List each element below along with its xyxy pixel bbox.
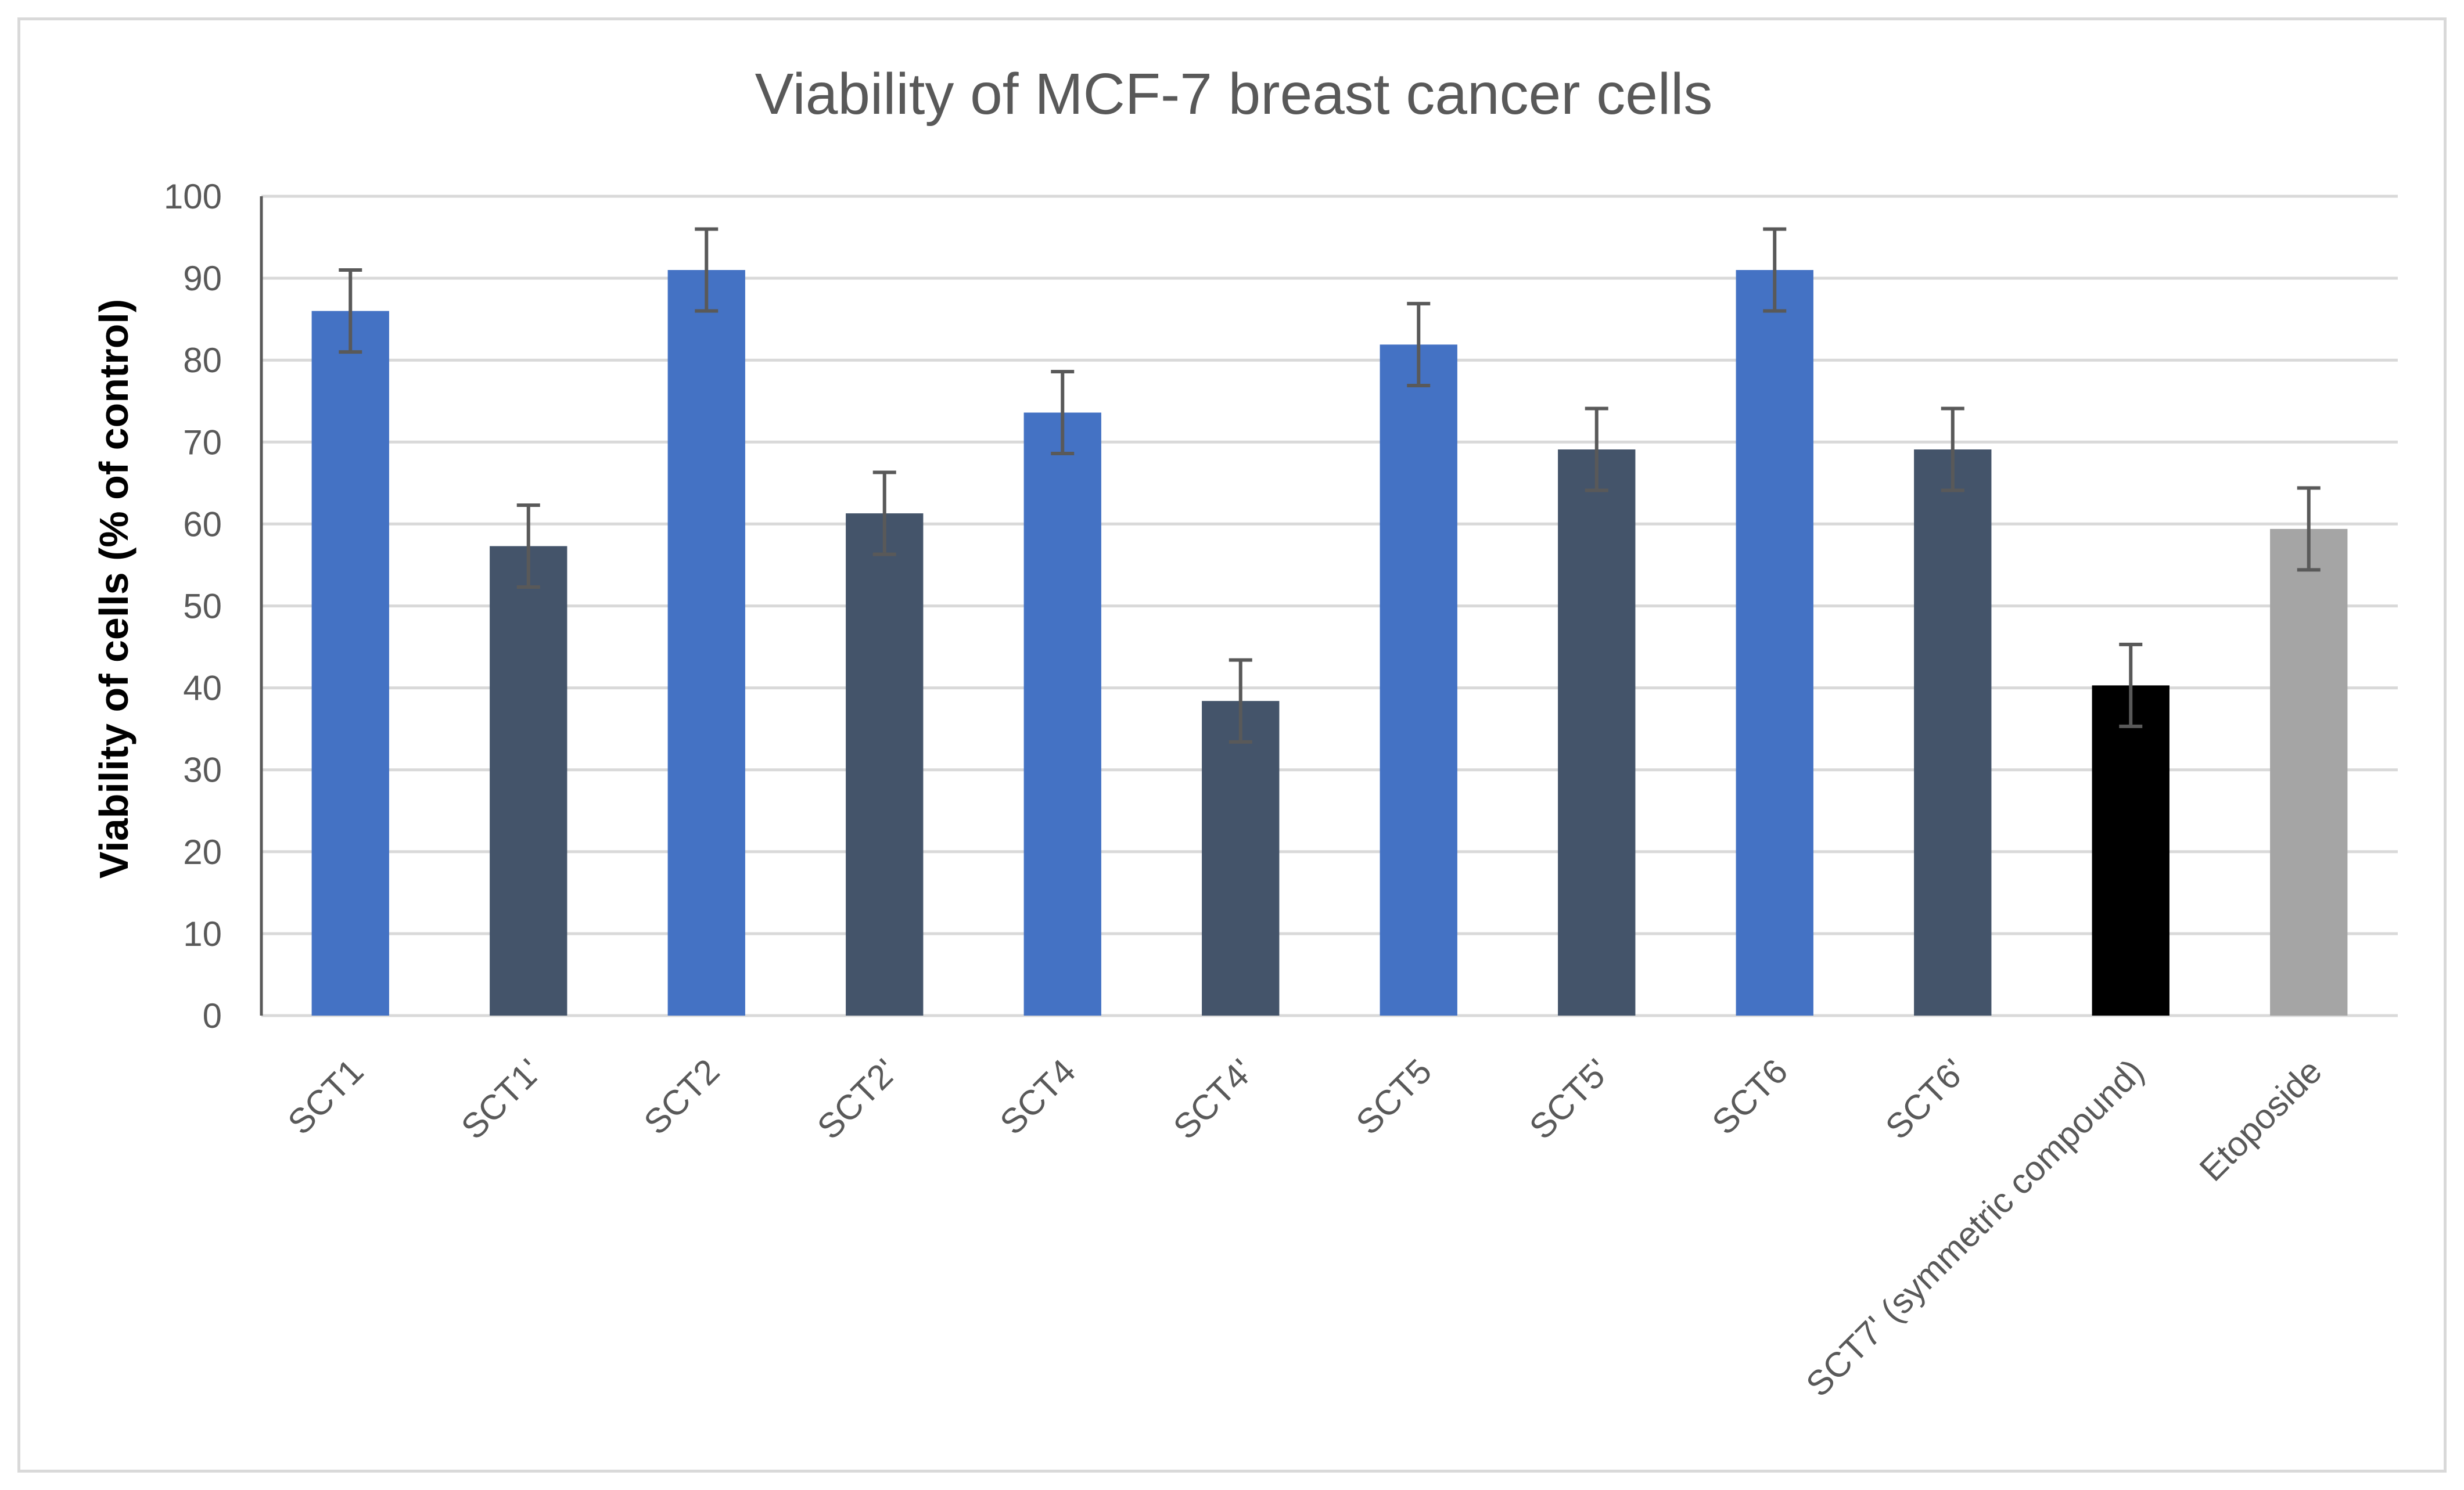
bar-9 <box>1736 269 1813 1016</box>
y-tick-label: 10 <box>183 915 222 953</box>
error-bar-5 <box>1051 369 1075 456</box>
y-tick-label: 0 <box>203 996 222 1035</box>
y-tick-label: 100 <box>164 177 222 216</box>
y-axis-label: Viability of cells (% of control) <box>91 299 137 879</box>
y-tick-label: 90 <box>183 259 222 298</box>
bar-5 <box>1023 412 1101 1016</box>
x-category-label: SCT4 <box>993 1052 1083 1142</box>
error-bar-1 <box>339 268 362 354</box>
x-category-label: SCT1 <box>281 1052 371 1142</box>
y-tick-label: 60 <box>183 505 222 544</box>
x-category-label: SCT4' <box>1166 1052 1261 1147</box>
bar-8 <box>1558 449 1636 1016</box>
chart-title: Viability of MCF-7 breast cancer cells <box>755 62 1713 127</box>
y-tick-label: 20 <box>183 833 222 872</box>
x-category-label: Etoposide <box>2192 1052 2329 1189</box>
error-bar-7 <box>1407 301 1431 387</box>
error-bars <box>339 227 2321 744</box>
y-tick-label: 50 <box>183 587 222 626</box>
bar-10 <box>1914 449 1992 1016</box>
bar-7 <box>1380 344 1457 1016</box>
error-bar-10 <box>1941 406 1964 492</box>
x-category-label: SCT7' (symmetric compound) <box>1798 1052 2151 1404</box>
x-category-label: SCT6 <box>1705 1052 1795 1142</box>
bar-6 <box>1202 701 1280 1016</box>
bar-11 <box>2092 685 2170 1016</box>
error-bar-2 <box>516 503 540 589</box>
x-category-label: SCT5' <box>1522 1052 1617 1147</box>
x-category-label: SCT2 <box>637 1052 727 1142</box>
error-bar-8 <box>1585 406 1608 492</box>
bar-3 <box>667 269 745 1016</box>
x-category-label: SCT1' <box>454 1052 549 1147</box>
error-bar-11 <box>2119 642 2143 728</box>
bar-1 <box>311 311 389 1016</box>
bars <box>311 269 2348 1016</box>
bar-12 <box>2270 528 2348 1016</box>
x-axis-categories: SCT1 SCT1' SCT2 SCT2' SCT4 SCT4' SCT5 SCT5' SCT6… <box>281 1052 2329 1404</box>
y-axis-ticks: 0 10 20 30 40 50 60 70 80 90 100 <box>164 177 222 1035</box>
error-bar-12 <box>2297 486 2321 572</box>
error-bar-6 <box>1229 658 1252 744</box>
error-bar-3 <box>695 227 719 313</box>
error-bar-9 <box>1763 227 1787 313</box>
y-tick-label: 70 <box>183 423 222 462</box>
x-category-label: SCT6' <box>1878 1052 1973 1147</box>
y-tick-label: 30 <box>183 751 222 790</box>
y-tick-label: 40 <box>183 669 222 708</box>
x-category-label: SCT2' <box>810 1052 905 1147</box>
bar-4 <box>846 513 924 1016</box>
x-category-label: SCT5 <box>1349 1052 1439 1142</box>
bar-2 <box>490 546 567 1016</box>
y-tick-label: 80 <box>183 341 222 380</box>
error-bar-4 <box>872 470 896 556</box>
gridlines <box>261 195 2398 1017</box>
